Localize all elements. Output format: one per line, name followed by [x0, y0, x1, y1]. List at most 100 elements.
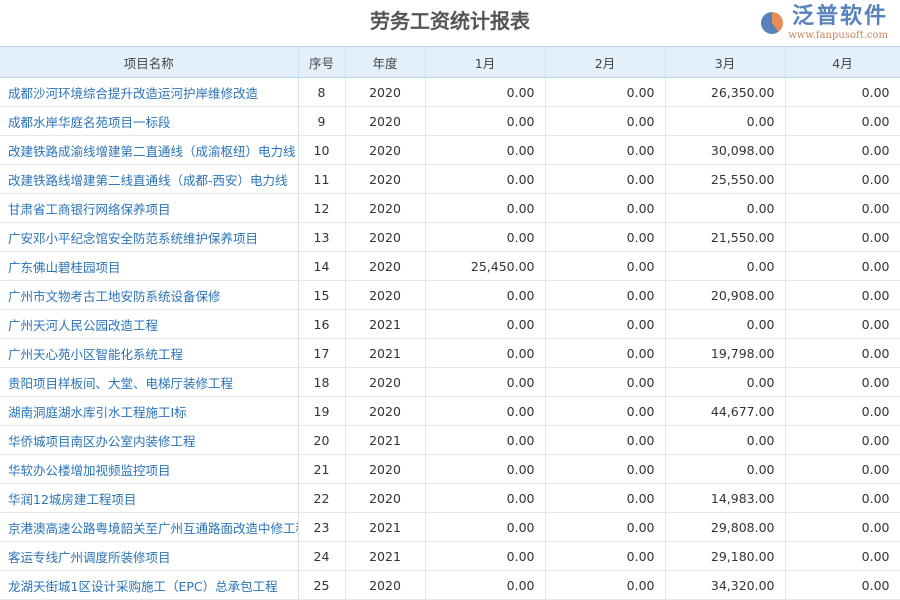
- seq-cell: 24: [298, 541, 346, 571]
- year-cell: 2020: [345, 396, 426, 426]
- seq-cell: 9: [298, 106, 346, 136]
- jan-cell: 0.00: [425, 512, 546, 542]
- project-name-cell[interactable]: 广州市文物考古工地安防系统设备保修: [0, 280, 299, 310]
- table-row[interactable]: 广州市文物考古工地安防系统设备保修 15 2020 0.00 0.00 20,908.00…: [0, 280, 900, 310]
- table-row[interactable]: 成都水岸华庭名苑项目一标段 9 2020 0.00 0.00 0.00 0.00: [0, 106, 900, 136]
- mar-cell: 29,808.00: [665, 512, 786, 542]
- apr-cell: 0.00: [785, 338, 900, 368]
- jan-cell: 0.00: [425, 338, 546, 368]
- mar-cell: 19,798.00: [665, 338, 786, 368]
- jan-cell: 0.00: [425, 483, 546, 513]
- column-year[interactable]: 年度: [345, 46, 426, 78]
- feb-cell: 0.00: [545, 425, 666, 455]
- project-name-cell[interactable]: 广安邓小平纪念馆安全防范系统维护保养项目: [0, 222, 299, 252]
- year-cell: 2021: [345, 512, 426, 542]
- column-jan[interactable]: 1月: [425, 46, 546, 78]
- table-row[interactable]: 京港澳高速公路粤境韶关至广州互通路面改造中修工程 23 2021 0.00 0.00 29…: [0, 512, 900, 542]
- feb-cell: 0.00: [545, 483, 666, 513]
- project-name-cell[interactable]: 成都水岸华庭名苑项目一标段: [0, 106, 299, 136]
- jan-cell: 25,450.00: [425, 251, 546, 281]
- year-cell: 2020: [345, 193, 426, 223]
- project-name-cell[interactable]: 改建铁路线增建第二线直通线（成都-西安）电力线: [0, 164, 299, 194]
- table-row[interactable]: 华侨城项目南区办公室内装修工程 20 2021 0.00 0.00 0.00 0.00: [0, 425, 900, 455]
- seq-cell: 25: [298, 570, 346, 600]
- column-mar[interactable]: 3月: [665, 46, 786, 78]
- jan-cell: 0.00: [425, 367, 546, 397]
- mar-cell: 20,908.00: [665, 280, 786, 310]
- project-name-cell[interactable]: 广州天心苑小区智能化系统工程: [0, 338, 299, 368]
- table-row[interactable]: 华软办公楼增加视频监控项目 21 2020 0.00 0.00 0.00 0.00: [0, 454, 900, 484]
- feb-cell: 0.00: [545, 251, 666, 281]
- table-row[interactable]: 湖南洞庭湖水库引水工程施工I标 19 2020 0.00 0.00 44,677.00 0.…: [0, 396, 900, 426]
- feb-cell: 0.00: [545, 454, 666, 484]
- seq-cell: 8: [298, 77, 346, 107]
- table-row[interactable]: 广州天心苑小区智能化系统工程 17 2021 0.00 0.00 19,798.00 0.0…: [0, 338, 900, 368]
- seq-cell: 11: [298, 164, 346, 194]
- project-name-cell[interactable]: 贵阳项目样板间、大堂、电梯厅装修工程: [0, 367, 299, 397]
- table-row[interactable]: 甘肃省工商银行网络保养项目 12 2020 0.00 0.00 0.00 0.00: [0, 193, 900, 223]
- project-name-cell[interactable]: 华侨城项目南区办公室内装修工程: [0, 425, 299, 455]
- column-feb[interactable]: 2月: [545, 46, 666, 78]
- project-name-cell[interactable]: 甘肃省工商银行网络保养项目: [0, 193, 299, 223]
- apr-cell: 0.00: [785, 541, 900, 571]
- jan-cell: 0.00: [425, 135, 546, 165]
- project-name-cell[interactable]: 京港澳高速公路粤境韶关至广州互通路面改造中修工程: [0, 512, 299, 542]
- year-cell: 2021: [345, 425, 426, 455]
- feb-cell: 0.00: [545, 396, 666, 426]
- watermark-brand: 泛普软件: [791, 4, 888, 29]
- table-row[interactable]: 广东佛山碧桂园项目 14 2020 25,450.00 0.00 0.00 0.00: [0, 251, 900, 281]
- apr-cell: 0.00: [785, 483, 900, 513]
- project-name-cell[interactable]: 客运专线广州调度所装修项目: [0, 541, 299, 571]
- seq-cell: 13: [298, 222, 346, 252]
- apr-cell: 0.00: [785, 280, 900, 310]
- mar-cell: 25,550.00: [665, 164, 786, 194]
- table-row[interactable]: 贵阳项目样板间、大堂、电梯厅装修工程 18 2020 0.00 0.00 0.00 0.00: [0, 367, 900, 397]
- apr-cell: 0.00: [785, 106, 900, 136]
- project-name-cell[interactable]: 广州天河人民公园改造工程: [0, 309, 299, 339]
- seq-cell: 16: [298, 309, 346, 339]
- project-name-cell[interactable]: 广东佛山碧桂园项目: [0, 251, 299, 281]
- jan-cell: 0.00: [425, 425, 546, 455]
- table-row[interactable]: 成都沙河环境综合提升改造运河护岸维修改造 8 2020 0.00 0.00 26,350.…: [0, 77, 900, 107]
- column-project-name[interactable]: 项目名称: [0, 46, 299, 78]
- feb-cell: 0.00: [545, 541, 666, 571]
- project-name-cell[interactable]: 龙湖天街城1区设计采购施工（EPC）总承包工程: [0, 570, 299, 600]
- year-cell: 2020: [345, 106, 426, 136]
- apr-cell: 0.00: [785, 367, 900, 397]
- project-name-cell[interactable]: 改建铁路成渝线增建第二直通线（成渝枢纽）电力线: [0, 135, 299, 165]
- seq-cell: 19: [298, 396, 346, 426]
- mar-cell: 21,550.00: [665, 222, 786, 252]
- seq-cell: 17: [298, 338, 346, 368]
- table-row[interactable]: 改建铁路线增建第二线直通线（成都-西安）电力线 11 2020 0.00 0.00 25,…: [0, 164, 900, 194]
- table-row[interactable]: 广安邓小平纪念馆安全防范系统维护保养项目 13 2020 0.00 0.00 21,550…: [0, 222, 900, 252]
- table-row[interactable]: 客运专线广州调度所装修项目 24 2021 0.00 0.00 29,180.00 0.00: [0, 541, 900, 571]
- project-name-cell[interactable]: 华润12城房建工程项目: [0, 483, 299, 513]
- apr-cell: 0.00: [785, 222, 900, 252]
- table-row[interactable]: 改建铁路成渝线增建第二直通线（成渝枢纽）电力线 10 2020 0.00 0.00 30,…: [0, 135, 900, 165]
- feb-cell: 0.00: [545, 222, 666, 252]
- table-row[interactable]: 华润12城房建工程项目 22 2020 0.00 0.00 14,983.00 0.00: [0, 483, 900, 513]
- project-name-cell[interactable]: 湖南洞庭湖水库引水工程施工I标: [0, 396, 299, 426]
- table-header: 项目名称 序号 年度 1月 2月 3月 4月: [0, 46, 900, 78]
- feb-cell: 0.00: [545, 512, 666, 542]
- table-row[interactable]: 龙湖天街城1区设计采购施工（EPC）总承包工程 25 2020 0.00 0.00 34,…: [0, 570, 900, 600]
- feb-cell: 0.00: [545, 193, 666, 223]
- page-title: 劳务工资统计报表: [370, 9, 530, 33]
- jan-cell: 0.00: [425, 77, 546, 107]
- column-apr[interactable]: 4月: [785, 46, 900, 78]
- seq-cell: 22: [298, 483, 346, 513]
- year-cell: 2020: [345, 135, 426, 165]
- jan-cell: 0.00: [425, 541, 546, 571]
- apr-cell: 0.00: [785, 396, 900, 426]
- year-cell: 2021: [345, 541, 426, 571]
- project-name-cell[interactable]: 成都沙河环境综合提升改造运河护岸维修改造: [0, 77, 299, 107]
- column-seq[interactable]: 序号: [298, 46, 346, 78]
- project-name-cell[interactable]: 华软办公楼增加视频监控项目: [0, 454, 299, 484]
- year-cell: 2020: [345, 222, 426, 252]
- apr-cell: 0.00: [785, 77, 900, 107]
- watermark-url: www.fanpusoft.com: [788, 30, 888, 41]
- mar-cell: 0.00: [665, 425, 786, 455]
- jan-cell: 0.00: [425, 193, 546, 223]
- apr-cell: 0.00: [785, 251, 900, 281]
- table-row[interactable]: 广州天河人民公园改造工程 16 2021 0.00 0.00 0.00 0.00: [0, 309, 900, 339]
